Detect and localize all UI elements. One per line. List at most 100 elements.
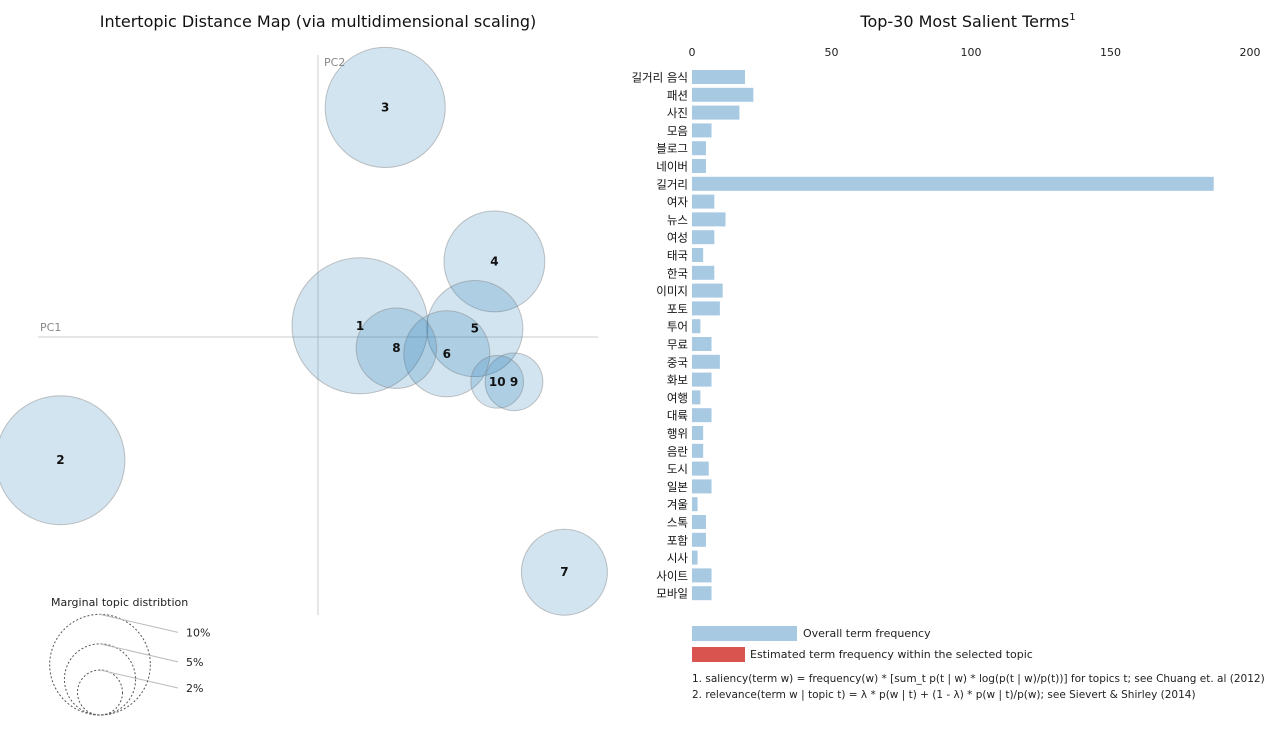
legend-leader-5 — [99, 643, 179, 663]
topic-label-3[interactable]: 3 — [381, 100, 389, 114]
term-bar-24[interactable] — [692, 479, 712, 494]
topic-circle-3[interactable] — [324, 46, 446, 168]
term-bar-25[interactable] — [692, 497, 698, 512]
term-label-30[interactable]: 모바일 — [656, 587, 688, 601]
topic-circle-7[interactable] — [520, 528, 608, 616]
term-label-7[interactable]: 길거리 — [656, 177, 688, 191]
term-bar-26[interactable] — [692, 515, 706, 529]
term-bar-20[interactable] — [692, 408, 712, 423]
term-label-18[interactable]: 화보 — [667, 373, 688, 387]
map-title: Intertopic Distance Map (via multidimens… — [100, 12, 537, 31]
term-label-28[interactable]: 시사 — [667, 551, 689, 565]
term-label-15[interactable]: 투어 — [667, 320, 688, 334]
term-bar-30[interactable] — [692, 586, 712, 601]
term-label-9[interactable]: 뉴스 — [667, 213, 688, 227]
term-bar-4[interactable] — [692, 123, 712, 138]
term-bar-29[interactable] — [692, 568, 712, 583]
term-bar-19[interactable] — [692, 390, 701, 405]
term-label-10[interactable]: 여성 — [667, 231, 688, 245]
term-bar-5[interactable] — [692, 141, 706, 156]
legend-leader-10 — [99, 613, 179, 633]
term-label-27[interactable]: 포함 — [667, 533, 689, 547]
term-bar-2[interactable] — [692, 87, 754, 102]
legend-leader-2 — [99, 669, 179, 689]
term-label-5[interactable]: 블로그 — [656, 142, 688, 156]
term-label-20[interactable]: 대륙 — [667, 409, 688, 423]
topic-circle-4[interactable] — [443, 210, 546, 313]
term-bar-7[interactable] — [692, 176, 1214, 191]
term-bar-17[interactable] — [692, 354, 720, 369]
x-tick-200: 200 — [1240, 46, 1261, 59]
term-label-19[interactable]: 여행 — [667, 391, 688, 405]
topic-label-10[interactable]: 10 — [489, 375, 506, 389]
term-bar-22[interactable] — [692, 443, 704, 458]
intertopic-distance-map: Intertopic Distance Map (via multidimens… — [0, 12, 608, 716]
topic-label-5[interactable]: 5 — [471, 322, 479, 336]
term-bar-18[interactable] — [692, 372, 712, 387]
term-bar-28[interactable] — [692, 550, 698, 565]
term-label-17[interactable]: 중국 — [667, 355, 688, 369]
topic-label-8[interactable]: 8 — [392, 341, 400, 355]
topic-label-9[interactable]: 9 — [510, 375, 518, 389]
term-label-22[interactable]: 음란 — [667, 444, 689, 458]
bar-title: Top-30 Most Salient Terms1 — [859, 12, 1075, 31]
legend-label-10: 10% — [186, 626, 210, 639]
term-bar-12[interactable] — [692, 265, 715, 280]
topic-label-6[interactable]: 6 — [443, 347, 451, 361]
topic-circles — [0, 46, 608, 616]
x-tick-0: 0 — [689, 46, 696, 59]
term-label-11[interactable]: 태국 — [667, 249, 688, 263]
footnote-saliency: 1. saliency(term w) = frequency(w) * [su… — [692, 673, 1265, 685]
term-bar-6[interactable] — [692, 159, 706, 173]
term-bar-16[interactable] — [692, 337, 712, 351]
term-label-12[interactable]: 한국 — [667, 266, 688, 280]
term-bars — [692, 70, 1214, 601]
topic-label-2[interactable]: 2 — [56, 453, 64, 467]
term-label-1[interactable]: 길거리 음식 — [631, 71, 688, 85]
term-bar-21[interactable] — [692, 426, 704, 440]
term-label-16[interactable]: 무료 — [667, 338, 688, 352]
term-label-6[interactable]: 네이버 — [656, 160, 688, 174]
term-bar-14[interactable] — [692, 301, 720, 316]
topic-circle-5[interactable] — [426, 280, 524, 378]
term-label-8[interactable]: 여자 — [667, 195, 689, 209]
term-label-24[interactable]: 일본 — [667, 480, 688, 494]
term-label-13[interactable]: 이미지 — [656, 284, 688, 298]
topic-label-4[interactable]: 4 — [490, 254, 498, 268]
topic-circle-10[interactable] — [470, 354, 525, 409]
legend-circle-10 — [49, 613, 151, 716]
term-bar-9[interactable] — [692, 212, 726, 227]
topic-circle-6[interactable] — [403, 310, 491, 398]
x-axis-ticks: 0 50 100 150 200 — [689, 46, 1261, 59]
term-bar-13[interactable] — [692, 283, 723, 298]
term-label-23[interactable]: 도시 — [667, 462, 688, 476]
topic-label-7[interactable]: 7 — [560, 565, 568, 579]
term-bar-11[interactable] — [692, 248, 704, 262]
legend-label-overall: Overall term frequency — [803, 627, 931, 640]
term-bar-8[interactable] — [692, 194, 715, 209]
term-label-14[interactable]: 포토 — [667, 302, 688, 316]
term-bar-23[interactable] — [692, 461, 709, 476]
x-tick-150: 150 — [1100, 46, 1121, 59]
bar-title-main: Top-30 Most Salient Terms — [859, 12, 1069, 31]
term-label-4[interactable]: 모음 — [667, 124, 688, 138]
term-label-21[interactable]: 행위 — [667, 427, 688, 441]
topic-label-1[interactable]: 1 — [356, 319, 364, 333]
topic-circle-1[interactable] — [291, 257, 429, 395]
term-bar-1[interactable] — [692, 70, 746, 84]
legend-label-estimated: Estimated term frequency within the sele… — [750, 648, 1033, 661]
term-bar-15[interactable] — [692, 319, 701, 334]
term-bar-27[interactable] — [692, 532, 706, 547]
topic-circle-2[interactable] — [0, 395, 126, 526]
legend-circle-2 — [76, 669, 124, 716]
term-label-2[interactable]: 패션 — [667, 88, 688, 102]
term-bar-3[interactable] — [692, 105, 740, 120]
topic-circle-9[interactable] — [484, 352, 544, 412]
term-label-26[interactable]: 스톡 — [667, 516, 688, 530]
topic-circle-8[interactable] — [355, 307, 438, 389]
term-label-25[interactable]: 겨울 — [667, 498, 688, 512]
term-label-29[interactable]: 사이트 — [656, 569, 688, 583]
term-label-3[interactable]: 사진 — [667, 106, 688, 120]
term-bar-10[interactable] — [692, 230, 715, 245]
